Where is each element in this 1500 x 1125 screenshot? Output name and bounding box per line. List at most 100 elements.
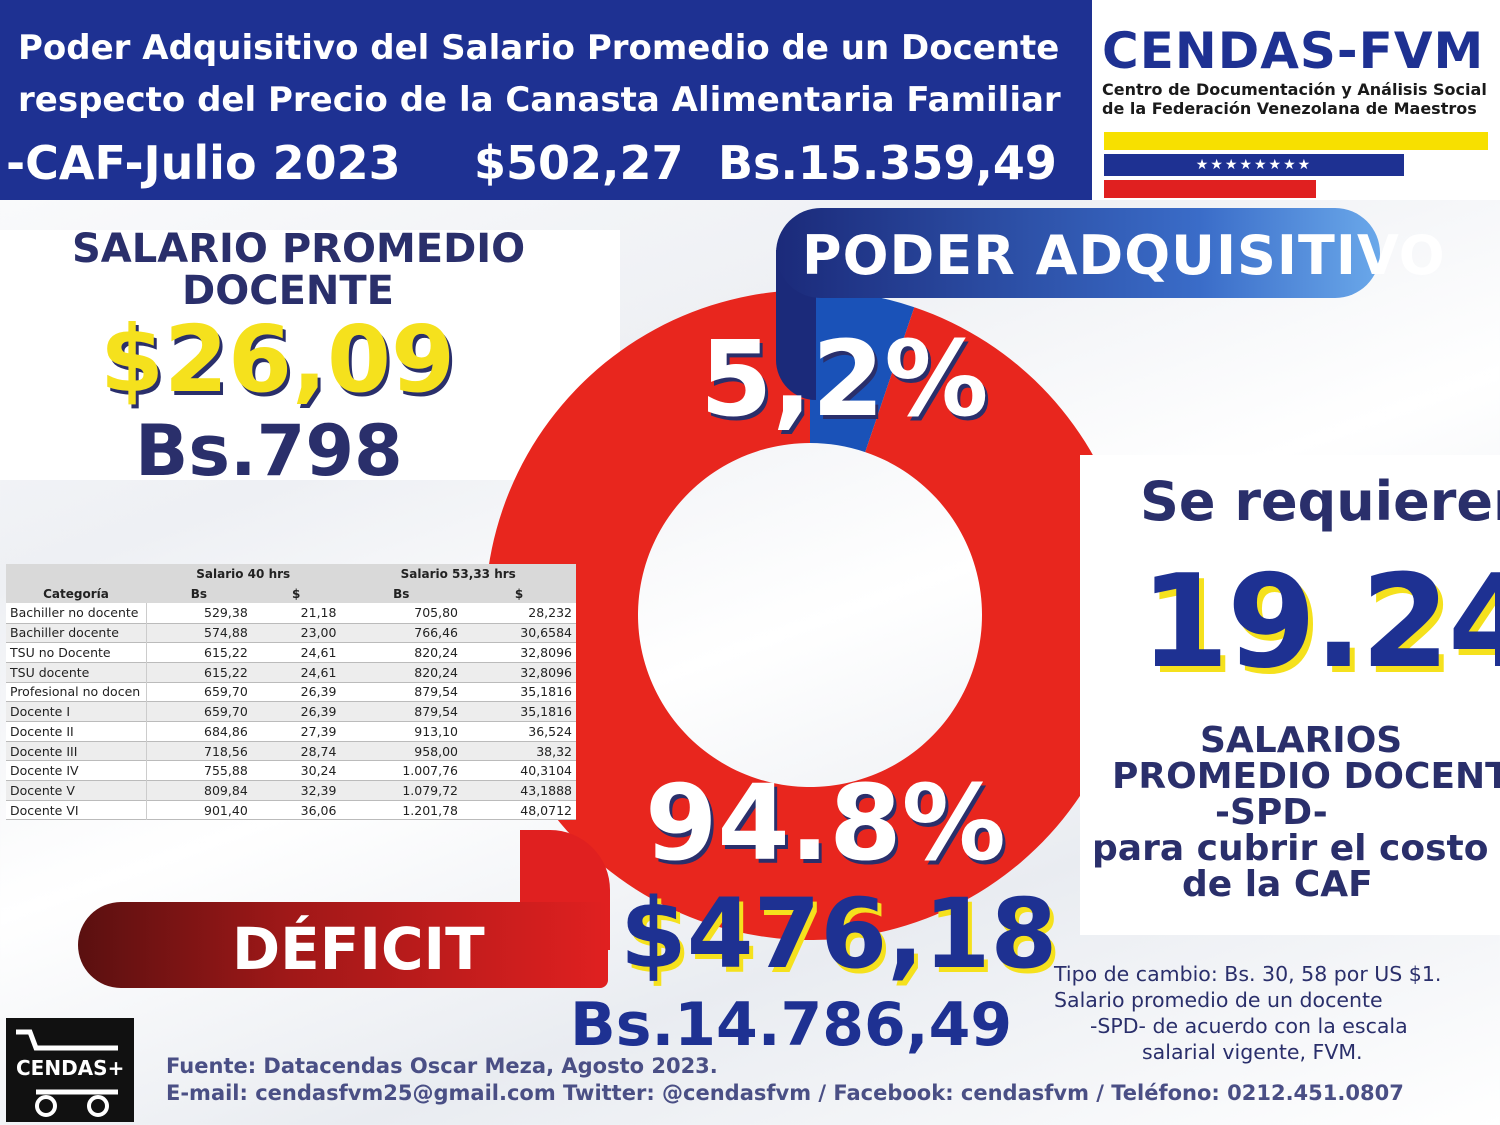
table-cell-value: 684,86 — [204, 723, 248, 739]
table-cell-value: 32,8096 — [520, 664, 572, 680]
deficit-pill — [78, 902, 608, 988]
table-cell-value: 529,38 — [204, 605, 248, 621]
table-row: TSU docente 615,22 24,61 820,24 32,8096 — [6, 662, 576, 683]
requeridos-text-2: PROMEDIO DOCENTE — [1112, 756, 1500, 797]
table-cell-value: 1.079,72 — [402, 782, 458, 798]
header-title-line2: respecto del Precio de la Canasta Alimen… — [18, 80, 1061, 120]
table-row: Docente V 809,84 32,39 1.079,72 43,1888 — [6, 780, 576, 801]
donut-slice-1 — [485, 290, 1136, 940]
salario-panel — [0, 230, 620, 480]
salary-table: Salario 40 hrs Salario 53,33 hrs Categor… — [6, 564, 576, 821]
table-cell-value: 820,24 — [414, 664, 458, 680]
table-cell-value: 43,1888 — [520, 782, 572, 798]
table-column-header: Categoría — [6, 583, 146, 604]
salario-title-1: SALARIO PROMEDIO — [72, 226, 526, 272]
table-cell-value: 879,54 — [414, 704, 458, 720]
donut-label-poder: 5,2% — [700, 318, 989, 440]
table-cell-value: 23,00 — [300, 625, 337, 641]
table-row: Bachiller no docente 529,38 21,18 705,80 28,… — [6, 603, 576, 624]
table-cell-value: 40,3104 — [520, 763, 572, 779]
table-cell-value: 35,1816 — [520, 704, 572, 720]
requeridos-text-4: para cubrir el costo — [1092, 828, 1489, 869]
cendas-logo-text: CENDAS+ — [16, 1056, 125, 1080]
table-cell-value: 28,232 — [528, 605, 572, 621]
deficit-label: DÉFICIT — [232, 915, 485, 983]
salario-usd: $26,09 — [100, 306, 456, 413]
requeridos-text-5: de la CAF — [1182, 864, 1373, 905]
table-column-header: $ — [462, 583, 576, 604]
table-cell-value: 48,0712 — [520, 802, 572, 818]
table-cell-value: 30,6584 — [520, 625, 572, 641]
table-cell-value: 615,22 — [204, 664, 248, 680]
cart-icon — [16, 1029, 118, 1117]
table-row: Profesional no docen 659,70 26,39 879,54 35,… — [6, 682, 576, 702]
table-cell-category: Profesional no docen — [6, 682, 147, 702]
table-cell-value: 705,80 — [414, 605, 458, 621]
requeridos-heading: Se requieren — [1140, 470, 1500, 533]
logo-subtitle-1: Centro de Documentación y Análisis Socia… — [1102, 80, 1487, 99]
table-cell-value: 28,74 — [300, 743, 337, 759]
table-cell-category: Docente V — [6, 780, 147, 801]
poder-adquisitivo-donut — [485, 290, 1136, 940]
table-cell-value: 659,70 — [204, 684, 248, 700]
requeridos-text-3: -SPD- — [1215, 792, 1328, 833]
flag-stripe-yellow — [1104, 132, 1488, 150]
table-cell-value: 755,88 — [204, 763, 248, 779]
caf-bs-value: Bs.15.359,49 — [718, 136, 1057, 190]
deficit-bs: Bs.14.786,49 — [570, 990, 1013, 1060]
table-cell-value: 32,8096 — [520, 645, 572, 661]
cendas-fvm-logo: CENDAS-FVM Centro de Documentación y Aná… — [1092, 0, 1500, 200]
donut-slice-0 — [810, 290, 915, 453]
table-cell-value: 1.007,76 — [402, 763, 458, 779]
table-cell-value: 32,39 — [300, 782, 337, 798]
table-cell-category: TSU docente — [6, 662, 147, 683]
table-cell-value: 38,32 — [536, 743, 572, 759]
table-cell-value: 26,39 — [300, 684, 337, 700]
donut-label-deficit: 94.8% — [645, 762, 1006, 884]
table-cell-category: Docente I — [6, 701, 147, 722]
table-row: Docente II 684,86 27,39 913,10 36,524 — [6, 721, 576, 742]
requeridos-text-1: SALARIOS — [1200, 720, 1403, 761]
table-cell-value: 27,39 — [300, 723, 337, 739]
table-group-header-row: Salario 40 hrs Salario 53,33 hrs — [6, 564, 576, 584]
table-cell-category: Bachiller docente — [6, 623, 147, 643]
table-cell-category: Docente II — [6, 721, 147, 742]
logo-subtitle-2: de la Federación Venezolana de Maestros — [1102, 99, 1477, 118]
cendas-cart-logo: CENDAS+ — [6, 1018, 134, 1122]
table-cell-value: 879,54 — [414, 684, 458, 700]
flag-stripe-blue: ★★★★★★★★ — [1104, 154, 1404, 176]
table-row: TSU no Docente 615,22 24,61 820,24 32,8096 — [6, 642, 576, 663]
requeridos-panel — [1080, 455, 1500, 935]
table-row: Docente VI 901,40 36,06 1.201,78 48,0712 — [6, 800, 576, 820]
table-cell-value: 36,06 — [300, 802, 337, 818]
table-cell-value: 820,24 — [414, 645, 458, 661]
table-cell-category: Docente III — [6, 741, 147, 761]
flag-stripe-red — [1104, 180, 1316, 198]
deficit-usd: $476,18 — [620, 878, 1058, 990]
table-cell-value: 574,88 — [204, 625, 248, 641]
table-cell-category: Docente VI — [6, 800, 147, 820]
poder-pill — [776, 208, 1380, 298]
table-cell-value: 901,40 — [204, 802, 248, 818]
header-title-line1: Poder Adquisitivo del Salario Promedio d… — [18, 28, 1060, 68]
table-column-header: $ — [251, 583, 341, 604]
table-cell-value: 1.201,78 — [402, 802, 458, 818]
table-cell-value: 26,39 — [300, 704, 337, 720]
table-cell-value: 718,56 — [204, 743, 248, 759]
logo-title: CENDAS-FVM — [1102, 22, 1485, 80]
note-line-4: salarial vigente, FVM. — [1142, 1040, 1363, 1064]
requeridos-number: 19.24 — [1140, 548, 1500, 697]
note-line-3: -SPD- de acuerdo con la escala — [1090, 1014, 1408, 1038]
table-cell-value: 24,61 — [300, 645, 337, 661]
salario-bs: Bs.798 — [135, 410, 403, 492]
footer-source: Fuente: Datacendas Oscar Meza, Agosto 20… — [166, 1054, 718, 1078]
header-title-line3: -CAF-Julio 2023 — [6, 136, 401, 190]
table-cell-value: 615,22 — [204, 645, 248, 661]
table-cell-value: 35,1816 — [520, 684, 572, 700]
table-group-header: Salario 40 hrs — [146, 564, 341, 584]
table-cell-value: 24,61 — [300, 664, 337, 680]
footer-contact: E-mail: cendasfvm25@gmail.com Twitter: @… — [166, 1081, 1404, 1105]
table-cell-value: 809,84 — [204, 782, 248, 798]
table-header-row: Categoría Bs $ Bs $ — [6, 583, 576, 604]
table-column-header: Bs — [340, 583, 462, 604]
